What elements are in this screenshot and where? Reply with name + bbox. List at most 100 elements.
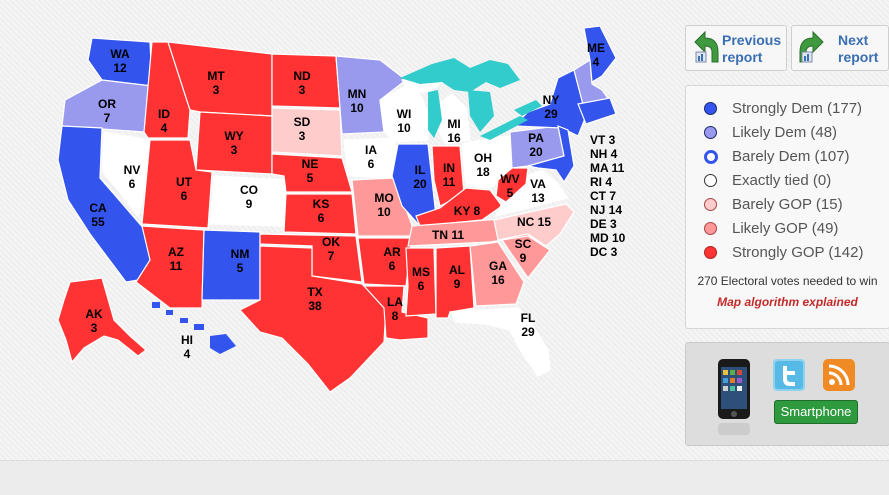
lake-ontario	[514, 100, 542, 116]
rss-icon[interactable]	[823, 359, 855, 391]
state-label-sc: 9	[520, 251, 527, 265]
state-label-hi: HI	[181, 333, 193, 347]
state-label-co: 9	[246, 197, 253, 211]
state-label-ut: 6	[181, 189, 188, 203]
state-label-ak: AK	[85, 307, 103, 321]
lake-erie	[480, 116, 528, 140]
state-label-tn: TN 11	[432, 228, 464, 242]
state-ar[interactable]	[357, 237, 413, 287]
footer-bar	[0, 460, 889, 495]
state-label-in: IN	[443, 161, 455, 175]
state-label-ia: 6	[368, 157, 375, 171]
previous-report-button[interactable]: Previous report	[685, 25, 787, 71]
state-label-al: AL	[449, 263, 465, 277]
state-label-ia: IA	[365, 143, 377, 157]
legend-panel: Strongly Dem (177) Likely Dem (48) Barel…	[685, 85, 889, 329]
state-label-ny: 29	[544, 107, 558, 121]
state-label-ok: OK	[322, 235, 340, 249]
state-label-ga: 16	[491, 273, 505, 287]
state-label-wy: 3	[231, 143, 238, 157]
state-label-tx: TX	[307, 285, 322, 299]
state-me[interactable]	[583, 25, 617, 84]
next-label: Next	[838, 32, 869, 48]
state-label-nm: 5	[237, 261, 244, 275]
small-state-label: MD 10	[590, 231, 626, 245]
state-label-wa: WA	[110, 47, 130, 61]
previous-label: Previous	[722, 32, 782, 48]
state-nj-md-de[interactable]	[527, 125, 575, 184]
state-label-fl: FL	[521, 311, 536, 325]
state-la[interactable]	[362, 285, 429, 341]
small-state-label: NJ 14	[590, 203, 622, 217]
state-ne[interactable]	[271, 153, 353, 193]
state-label-co: CO	[240, 183, 258, 197]
state-tx[interactable]	[239, 245, 387, 393]
state-nc[interactable]	[493, 203, 575, 247]
state-ms[interactable]	[405, 247, 437, 317]
map-algorithm-link[interactable]: Map algorithm explained	[717, 295, 858, 309]
state-label-wv: WV	[500, 172, 519, 186]
state-label-mo: 10	[377, 205, 391, 219]
state-label-mo: MO	[374, 191, 393, 205]
iphone-icon[interactable]	[716, 357, 754, 439]
state-label-nd: ND	[293, 69, 311, 83]
state-label-wi: 10	[397, 121, 411, 135]
lake-huron	[468, 90, 494, 132]
strongly-dem-swatch	[704, 102, 717, 115]
state-label-ok: 7	[328, 249, 335, 263]
state-label-wy: WY	[224, 129, 243, 143]
strongly-gop-swatch	[704, 246, 717, 259]
smartphone-button[interactable]: Smartphone	[774, 400, 858, 424]
twitter-icon[interactable]	[773, 359, 805, 391]
state-label-pa: 20	[529, 145, 543, 159]
state-label-ak: 3	[91, 321, 98, 335]
state-label-ne: 5	[307, 171, 314, 185]
great-lakes	[400, 58, 520, 92]
state-nm[interactable]	[201, 229, 261, 301]
likely-dem-swatch	[704, 126, 717, 139]
state-sc[interactable]	[500, 235, 551, 280]
state-label-sd: 3	[299, 129, 306, 143]
state-label-hi: 4	[184, 347, 191, 361]
state-label-sc: SC	[515, 237, 532, 251]
state-ma-ct-ri[interactable]	[577, 97, 617, 125]
state-ks[interactable]	[283, 193, 357, 235]
state-label-az: AZ	[168, 245, 184, 259]
state-label-ut: UT	[176, 175, 193, 189]
state-sd[interactable]	[271, 107, 343, 157]
small-state-label: CT 7	[590, 189, 616, 203]
state-label-ne: NE	[302, 157, 319, 171]
state-label-ga: GA	[489, 259, 507, 273]
state-ak[interactable]	[57, 277, 147, 364]
state-label-nd: 3	[299, 83, 306, 97]
state-ga[interactable]	[469, 241, 525, 307]
state-label-az: 11	[170, 259, 183, 273]
state-label-ar: 6	[389, 259, 396, 273]
state-label-va: VA	[530, 177, 546, 191]
state-label-nm: NM	[231, 247, 250, 261]
state-label-mn: MN	[348, 87, 367, 101]
state-label-or: 7	[104, 111, 111, 125]
back-arrow-icon	[694, 30, 719, 63]
report-label: report	[838, 49, 879, 65]
state-label-sd: SD	[294, 115, 311, 129]
state-label-ky: KY 8	[454, 204, 481, 218]
small-state-label: MA 11	[590, 161, 625, 175]
state-label-il: 20	[413, 177, 427, 191]
state-label-mt: 3	[213, 83, 220, 97]
small-state-label: NH 4	[590, 147, 618, 161]
state-label-nv: NV	[124, 163, 141, 177]
state-label-tx: 38	[308, 299, 322, 313]
state-label-oh: OH	[474, 151, 492, 165]
state-label-fl: 29	[521, 325, 535, 339]
state-label-nv: 6	[129, 177, 136, 191]
barely-dem-swatch	[704, 150, 718, 164]
state-nv[interactable]	[101, 131, 151, 218]
next-report-button[interactable]: Next report	[791, 25, 889, 71]
state-hi[interactable]	[152, 302, 236, 354]
state-label-in: 11	[443, 175, 456, 189]
state-ut[interactable]	[141, 139, 213, 229]
state-label-mn: 10	[350, 101, 364, 115]
state-fl[interactable]	[448, 307, 551, 377]
